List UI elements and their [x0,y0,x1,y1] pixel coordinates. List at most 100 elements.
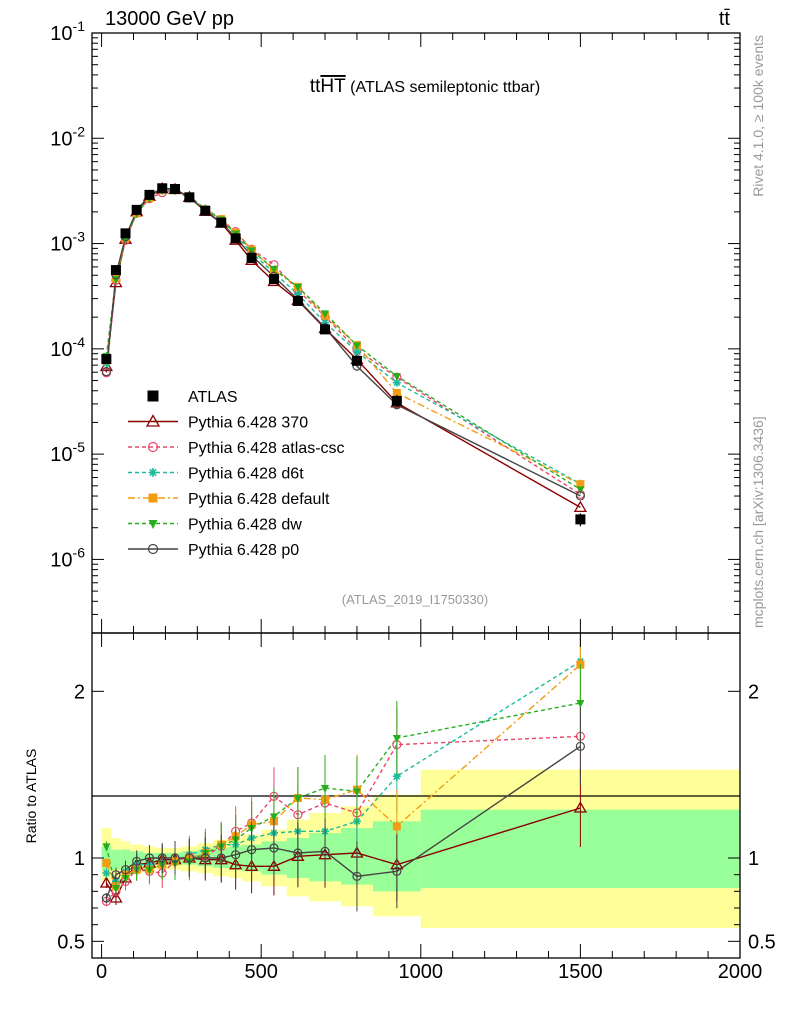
atlas-point [268,274,279,285]
ratio-point-dw [121,875,130,883]
legend-label-dw: Pythia 6.428 dw [188,517,302,534]
ratio-point-p0 [269,843,279,853]
series-line-370 [105,188,581,508]
point-dw [576,486,585,495]
atlas-data-points [101,183,586,527]
ratio-point-p0 [352,871,362,881]
x-tick-label: 0 [96,961,107,983]
legend-label-370: Pythia 6.428 370 [188,415,308,432]
atlas-point [351,355,362,366]
y-tick-label: 10-4 [50,334,85,361]
ratio-point-p0 [170,853,180,863]
ratio-point-p0 [231,850,241,860]
ratio-point-dw [111,885,120,893]
ratio-point-370 [99,876,113,888]
atlas-point [230,233,241,244]
point-d6t [293,290,302,299]
ratio-point-p0 [144,853,155,863]
point-dw [321,310,330,319]
atlas-point [200,205,211,216]
point-p0 [575,491,585,501]
ratio-point-default [102,859,111,867]
atlas-point [575,514,586,525]
energy-label: 13000 GeV pp [105,8,234,30]
ratio-point-dw [576,700,585,708]
ratio-y-tick-label-left: 1 [74,848,85,870]
ratio-point-d6t [392,772,401,781]
point-p0 [101,366,111,377]
main-series-lines [105,187,581,508]
point-dw [269,265,278,274]
atlas-point [131,204,142,215]
ratio-line-atlas-csc [105,735,581,902]
point-370 [573,500,588,513]
legend-label-p0: Pythia 6.428 p0 [188,542,299,559]
point-dw [293,283,302,292]
ratio-y-tick-label-right: 1 [748,848,759,870]
ratio-point-p0 [132,856,142,866]
ratio-point-p0 [293,848,303,858]
y-tick-label: 10-1 [50,18,85,45]
y-tick-label: 10-2 [50,123,85,150]
ratio-point-370 [109,891,123,903]
atlas-point [320,324,331,335]
atlas-point [157,183,168,194]
ratio-point-p0 [320,846,330,856]
ratio-point-p0 [216,853,226,863]
point-d6t [352,347,361,356]
ratio-point-d6t [102,869,111,877]
ratio-point-p0 [120,865,131,875]
point-d6t [321,318,330,327]
x-tick-label: 2000 [718,961,763,983]
legend-marker-atlas-csc [147,441,159,453]
series-line-dw [105,189,581,490]
ratio-point-p0 [247,845,257,855]
ratio-point-p0 [200,853,210,863]
ratio-point-p0 [575,741,585,751]
plot-title: ttHT (ATLAS semileptonic ttbar) [310,76,540,97]
atlas-point [391,395,402,406]
legend-label-d6t: Pythia 6.428 d6t [188,466,304,483]
point-dw [352,342,361,351]
ratio-point-dw [269,813,278,822]
legend-label-atlas-csc: Pythia 6.428 atlas-csc [188,440,345,457]
ratio-point-dw [392,735,401,743]
atlas-point [184,192,195,203]
atlas-point [216,217,227,228]
y-tick-label: 10-3 [50,229,85,256]
rivet-label: Rivet 4.1.0, ≥ 100k events [750,35,766,197]
legend-marker-p0 [147,543,159,555]
ratio-uncertainty-bands [101,769,740,928]
point-d6t [392,378,401,387]
ratio-point-370 [573,801,588,813]
main-panel: 10-6 10-5 10-4 10-3 10-2 10-1 ttHT (ATLAS sem… [50,18,741,634]
ratio-point-dw [102,843,111,852]
ratio-axis-ticks: 0.5 0.5 1 1 2 2 [57,681,776,953]
point-dw [392,373,401,382]
ratio-point-p0 [111,870,121,880]
atlas-point [120,228,131,239]
legend-marker-ATLAS [147,390,159,402]
ratio-point-p0 [184,853,194,863]
ratio-point-p0 [392,866,402,876]
atlas-point [169,183,180,194]
x-axis-ticks: 0 500 1000 1500 2000 [96,33,762,983]
legend-marker-default [148,493,158,503]
ratio-point-dw [293,795,302,803]
ratio-point-dw [352,788,361,797]
x-tick-label: 1500 [558,961,603,983]
legend-marker-370 [145,414,161,427]
mcplots-label: mcplots.cern.ch [arXiv:1306.3436] [750,416,766,628]
legend: ATLAS Pythia 6.428 370 Pythia 6.428 atlas-… [128,389,345,559]
ratio-y-tick-label-right: 0.5 [748,931,776,953]
atlas-point [292,295,303,306]
ratio-point-default [392,822,401,831]
main-axis-ticks: 10-6 10-5 10-4 10-3 10-2 10-1 [50,18,740,634]
y-tick-label: 10-6 [50,544,85,571]
atlas-point [101,354,112,365]
legend-marker-dw [148,520,158,529]
atlas-point [144,189,155,200]
point-default [576,480,585,489]
atlas-point [110,265,121,276]
